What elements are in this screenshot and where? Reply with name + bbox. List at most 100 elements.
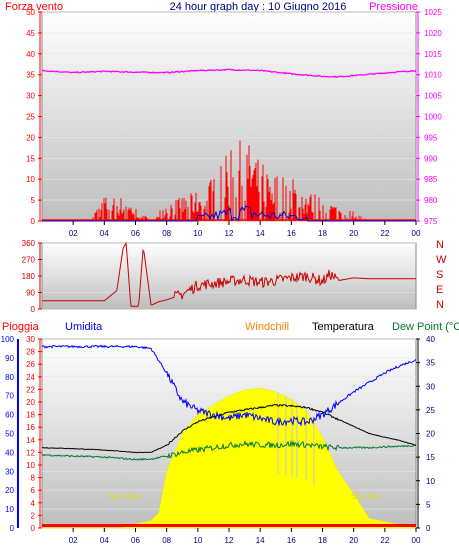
wind-tick-label: 10 — [26, 175, 35, 184]
rain-tick-label: 8 — [31, 474, 36, 483]
humidity-y-axis: 0 10 20 30 40 50 60 70 80 90 100 — [1, 335, 19, 533]
x-tick-label: 16 — [287, 229, 296, 238]
wind-axis-label: Forza vento — [5, 1, 63, 13]
direction-tick-label: 360 — [22, 239, 36, 248]
wind-tick-label: 20 — [26, 133, 35, 142]
temperature-tick-label: 10 — [426, 477, 435, 486]
temperature-tick-label: 40 — [426, 335, 435, 344]
x-tick-label: 02 — [69, 536, 78, 545]
humidity-tick-label: 30 — [5, 467, 14, 476]
pressure-tick-label: 975 — [424, 217, 438, 226]
direction-tick-label: 270 — [22, 256, 36, 265]
wind-grid — [42, 11, 416, 222]
x-tick-label: 12 — [225, 536, 234, 545]
solar-dip — [285, 396, 287, 476]
rain-tick-label: 14 — [26, 436, 35, 445]
pressure-axis-label: Pressione — [369, 1, 418, 13]
temperature-tick-label: 5 — [426, 500, 431, 509]
humidity-line — [41, 344, 417, 427]
wind-tick-label: 30 — [26, 92, 35, 101]
direction-tick-label: 90 — [26, 289, 35, 298]
rain-tick-label: 24 — [26, 373, 35, 382]
pressure-line — [41, 68, 417, 79]
rain-tick-label: 26 — [26, 360, 35, 369]
temperature-y-axis: 0 5 10 15 20 25 30 35 40 — [416, 335, 435, 533]
x-tick-label: 22 — [380, 229, 389, 238]
wind-tick-label: 25 — [26, 113, 35, 122]
compass-letter: N — [436, 239, 444, 251]
temperature-tick-label: 20 — [426, 430, 435, 439]
x-tick-label: 18 — [318, 229, 327, 238]
wind-x-axis: 02 04 06 08 10 12 14 16 18 20 22 00 — [69, 221, 421, 238]
compass-letter: E — [436, 284, 443, 296]
rain-tick-label: 16 — [26, 423, 35, 432]
rain-tick-label: 20 — [26, 398, 35, 407]
humidity-tick-label: 100 — [1, 335, 15, 344]
temperature-tick-label: 0 — [426, 524, 431, 533]
solar-dip — [277, 392, 279, 474]
solar-dip — [296, 402, 298, 478]
x-tick-label: 00 — [412, 536, 421, 545]
x-tick-label: 22 — [380, 536, 389, 545]
direction-tick-label: 0 — [31, 305, 36, 314]
pressure-tick-label: 1000 — [424, 113, 442, 122]
wind-tick-label: 35 — [26, 71, 35, 80]
direction-y-axis: 0 90 180 270 360 — [22, 239, 42, 314]
sunrise-label: Sun Rise — [109, 492, 142, 501]
rain-tick-label: 4 — [31, 499, 36, 508]
pressure-tick-label: 1020 — [424, 29, 442, 38]
compass-letter: S — [436, 269, 443, 281]
x-tick-label: 18 — [318, 536, 327, 545]
pressure-tick-label: 1005 — [424, 92, 442, 101]
humidity-tick-label: 20 — [5, 486, 14, 495]
x-tick-label: 06 — [131, 229, 140, 238]
rain-tick-label: 30 — [26, 335, 35, 344]
humidity-tick-label: 70 — [5, 392, 14, 401]
x-tick-label: 00 — [412, 229, 421, 238]
wind-series — [42, 140, 416, 222]
x-tick-label: 20 — [349, 229, 358, 238]
wind-tick-label: 15 — [26, 154, 35, 163]
x-tick-label: 10 — [193, 229, 202, 238]
x-tick-label: 16 — [287, 536, 296, 545]
rain-tick-label: 0 — [31, 524, 36, 533]
weather-x-axis: 02 04 06 08 10 12 14 16 18 20 22 00 — [69, 528, 421, 545]
x-tick-label: 04 — [100, 536, 109, 545]
pressure-tick-label: 990 — [424, 154, 438, 163]
sunset-label: Sun Set — [351, 492, 380, 501]
humidity-tick-label: 0 — [10, 524, 15, 533]
compass-letter: N — [436, 299, 444, 311]
x-tick-label: 06 — [131, 536, 140, 545]
legend-dewpoint: Dew Point (°C — [392, 321, 459, 333]
direction-line — [42, 241, 416, 307]
rain-tick-label: 28 — [26, 348, 35, 357]
wind-tick-label: 0 — [31, 217, 36, 226]
legend-windchill: Windchill — [245, 321, 289, 333]
pressure-tick-label: 985 — [424, 175, 438, 184]
x-tick-label: 02 — [69, 229, 78, 238]
x-tick-label: 04 — [100, 229, 109, 238]
legend-temperature: Temperatura — [312, 321, 375, 333]
rain-tick-label: 18 — [26, 411, 35, 420]
pressure-tick-label: 980 — [424, 196, 438, 205]
rain-tick-label: 12 — [26, 448, 35, 457]
solar-dip — [291, 399, 293, 477]
humidity-tick-label: 50 — [5, 430, 14, 439]
wind-y-axis: 0 5 10 15 20 25 30 35 40 45 50 — [26, 8, 42, 226]
wind-tick-label: 45 — [26, 29, 35, 38]
pressure-tick-label: 1015 — [424, 50, 442, 59]
humidity-tick-label: 40 — [5, 448, 14, 457]
pressure-y-axis: 975 980 985 990 995 1000 1005 1010 1015 1020 1025 — [416, 8, 442, 226]
x-tick-label: 12 — [225, 229, 234, 238]
graph-title: 24 hour graph day : 10 Giugno 2016 — [170, 1, 347, 13]
legend-humidity: Umidita — [65, 321, 103, 333]
rain-tick-label: 22 — [26, 385, 35, 394]
pressure-tick-label: 995 — [424, 133, 438, 142]
rain-tick-label: 10 — [26, 461, 35, 470]
humidity-tick-label: 90 — [5, 354, 14, 363]
x-tick-label: 08 — [162, 229, 171, 238]
rain-tick-label: 2 — [31, 511, 36, 520]
